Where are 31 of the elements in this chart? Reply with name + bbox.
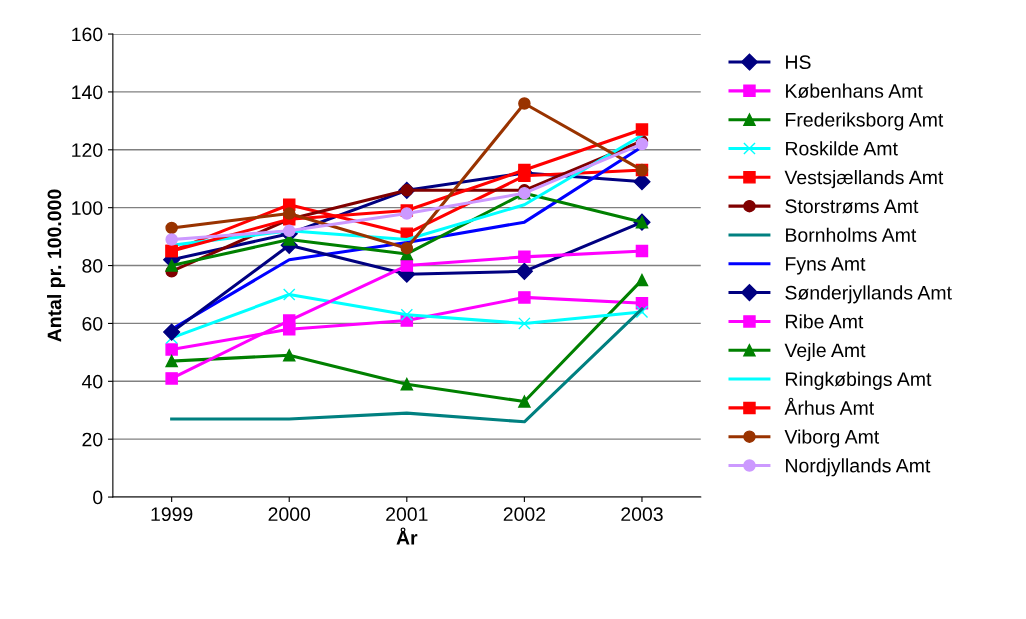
x-axis-title: År: [396, 527, 418, 545]
y-tick-label: 140: [72, 85, 103, 100]
legend-label: Bornholms Amt: [786, 227, 917, 242]
y-tick-label: 0: [93, 490, 103, 505]
legend-label: Sønderjyllands Amt: [785, 285, 952, 304]
legend-label: Fyns Amt: [786, 257, 866, 275]
y-axis-title: Antal pr. 100.000: [47, 189, 66, 342]
legend-label: Viborg Amt: [784, 429, 880, 448]
x-tick-label: 2000: [268, 507, 311, 522]
legend-label: Ribe Amt: [786, 314, 864, 329]
y-tick-label: 60: [82, 316, 103, 331]
legend-label: Frederiksborg Amt: [786, 112, 944, 131]
legend-label: Ringkøbings Amt: [786, 371, 932, 390]
legend-label: Vestsjællands Amt: [784, 170, 944, 189]
legend-label: Roskilde Amt: [786, 141, 898, 156]
y-tick-label: 120: [72, 143, 103, 158]
y-tick-label: 100: [72, 201, 103, 215]
legend-label: Vejle Amt: [784, 342, 866, 362]
legend-label: Storstrøms Amt: [785, 199, 919, 214]
legend-label: Københans Amt: [786, 83, 923, 99]
x-tick-label: 2003: [621, 507, 663, 522]
y-tick-label: 20: [82, 432, 103, 447]
legend-label: HS: [786, 55, 811, 70]
x-tick-label: 2002: [503, 507, 546, 522]
x-tick-label: 1999: [151, 507, 193, 522]
y-tick-label: 80: [82, 259, 103, 273]
legend-label: Århus Amt: [784, 397, 875, 415]
y-tick-label: 40: [81, 374, 103, 389]
y-tick-label: 160: [72, 27, 103, 42]
legend-label: Nordjyllands Amt: [786, 458, 931, 477]
x-tick-label: 2001: [386, 507, 428, 522]
